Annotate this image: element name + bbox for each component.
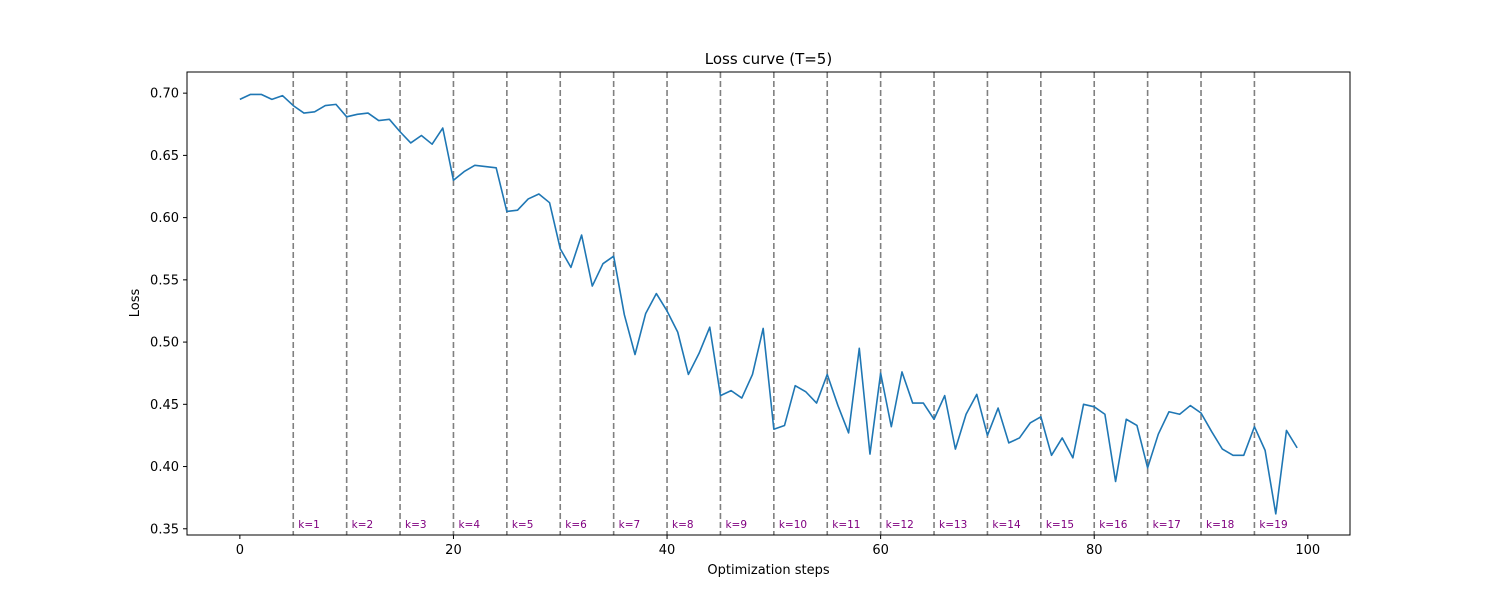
k-annotation: k=10 bbox=[779, 519, 807, 531]
y-tick-label: 0.70 bbox=[150, 87, 179, 102]
y-tick-label: 0.55 bbox=[150, 273, 179, 288]
k-annotation: k=1 bbox=[298, 519, 320, 531]
plot-area: k=1 k=2 k=3 k=4 k=5 k=6 k=7 k=8 k=9 k=10 k=11 k=12 k… bbox=[150, 71, 1351, 558]
k-annotation: k=12 bbox=[886, 519, 914, 531]
k-annotation: k=2 bbox=[352, 519, 374, 531]
y-tick-label: 0.35 bbox=[150, 522, 179, 537]
k-annotation: k=17 bbox=[1153, 519, 1181, 531]
x-tick-label: 20 bbox=[445, 543, 462, 558]
y-tick-label: 0.45 bbox=[150, 398, 179, 413]
k-annotation: k=13 bbox=[939, 519, 967, 531]
loss-series-line bbox=[239, 93, 1298, 515]
k-annotation: k=9 bbox=[725, 519, 747, 531]
x-tick-label: 100 bbox=[1295, 543, 1320, 558]
x-tick-label: 80 bbox=[1086, 543, 1103, 558]
k-annotation: k=18 bbox=[1206, 519, 1234, 531]
k-annotation: k=4 bbox=[458, 519, 480, 531]
y-tick-label: 0.60 bbox=[150, 211, 179, 226]
y-tick-label: 0.40 bbox=[150, 460, 179, 475]
k-annotation: k=6 bbox=[565, 519, 587, 531]
plot-frame bbox=[186, 71, 1351, 536]
k-annotation: k=7 bbox=[619, 519, 641, 531]
k-annotation: k=16 bbox=[1099, 519, 1128, 531]
y-axis-label: Loss bbox=[128, 289, 143, 318]
k-annotation: k=15 bbox=[1046, 519, 1074, 531]
k-annotation: k=3 bbox=[405, 519, 427, 531]
x-axis-label: Optimization steps bbox=[707, 563, 829, 578]
x-tick-label: 0 bbox=[236, 543, 244, 558]
y-tick-label: 0.50 bbox=[150, 336, 179, 351]
x-tick-label: 60 bbox=[872, 543, 889, 558]
k-annotation: k=8 bbox=[672, 519, 694, 531]
k-annotation: k=11 bbox=[832, 519, 860, 531]
k-annotation: k=14 bbox=[992, 519, 1021, 531]
k-annotation: k=5 bbox=[512, 519, 534, 531]
k-annotation: k=19 bbox=[1259, 519, 1287, 531]
y-tick-label: 0.65 bbox=[150, 149, 179, 164]
x-tick-label: 40 bbox=[659, 543, 676, 558]
chart-title: Loss curve (T=5) bbox=[705, 50, 832, 68]
